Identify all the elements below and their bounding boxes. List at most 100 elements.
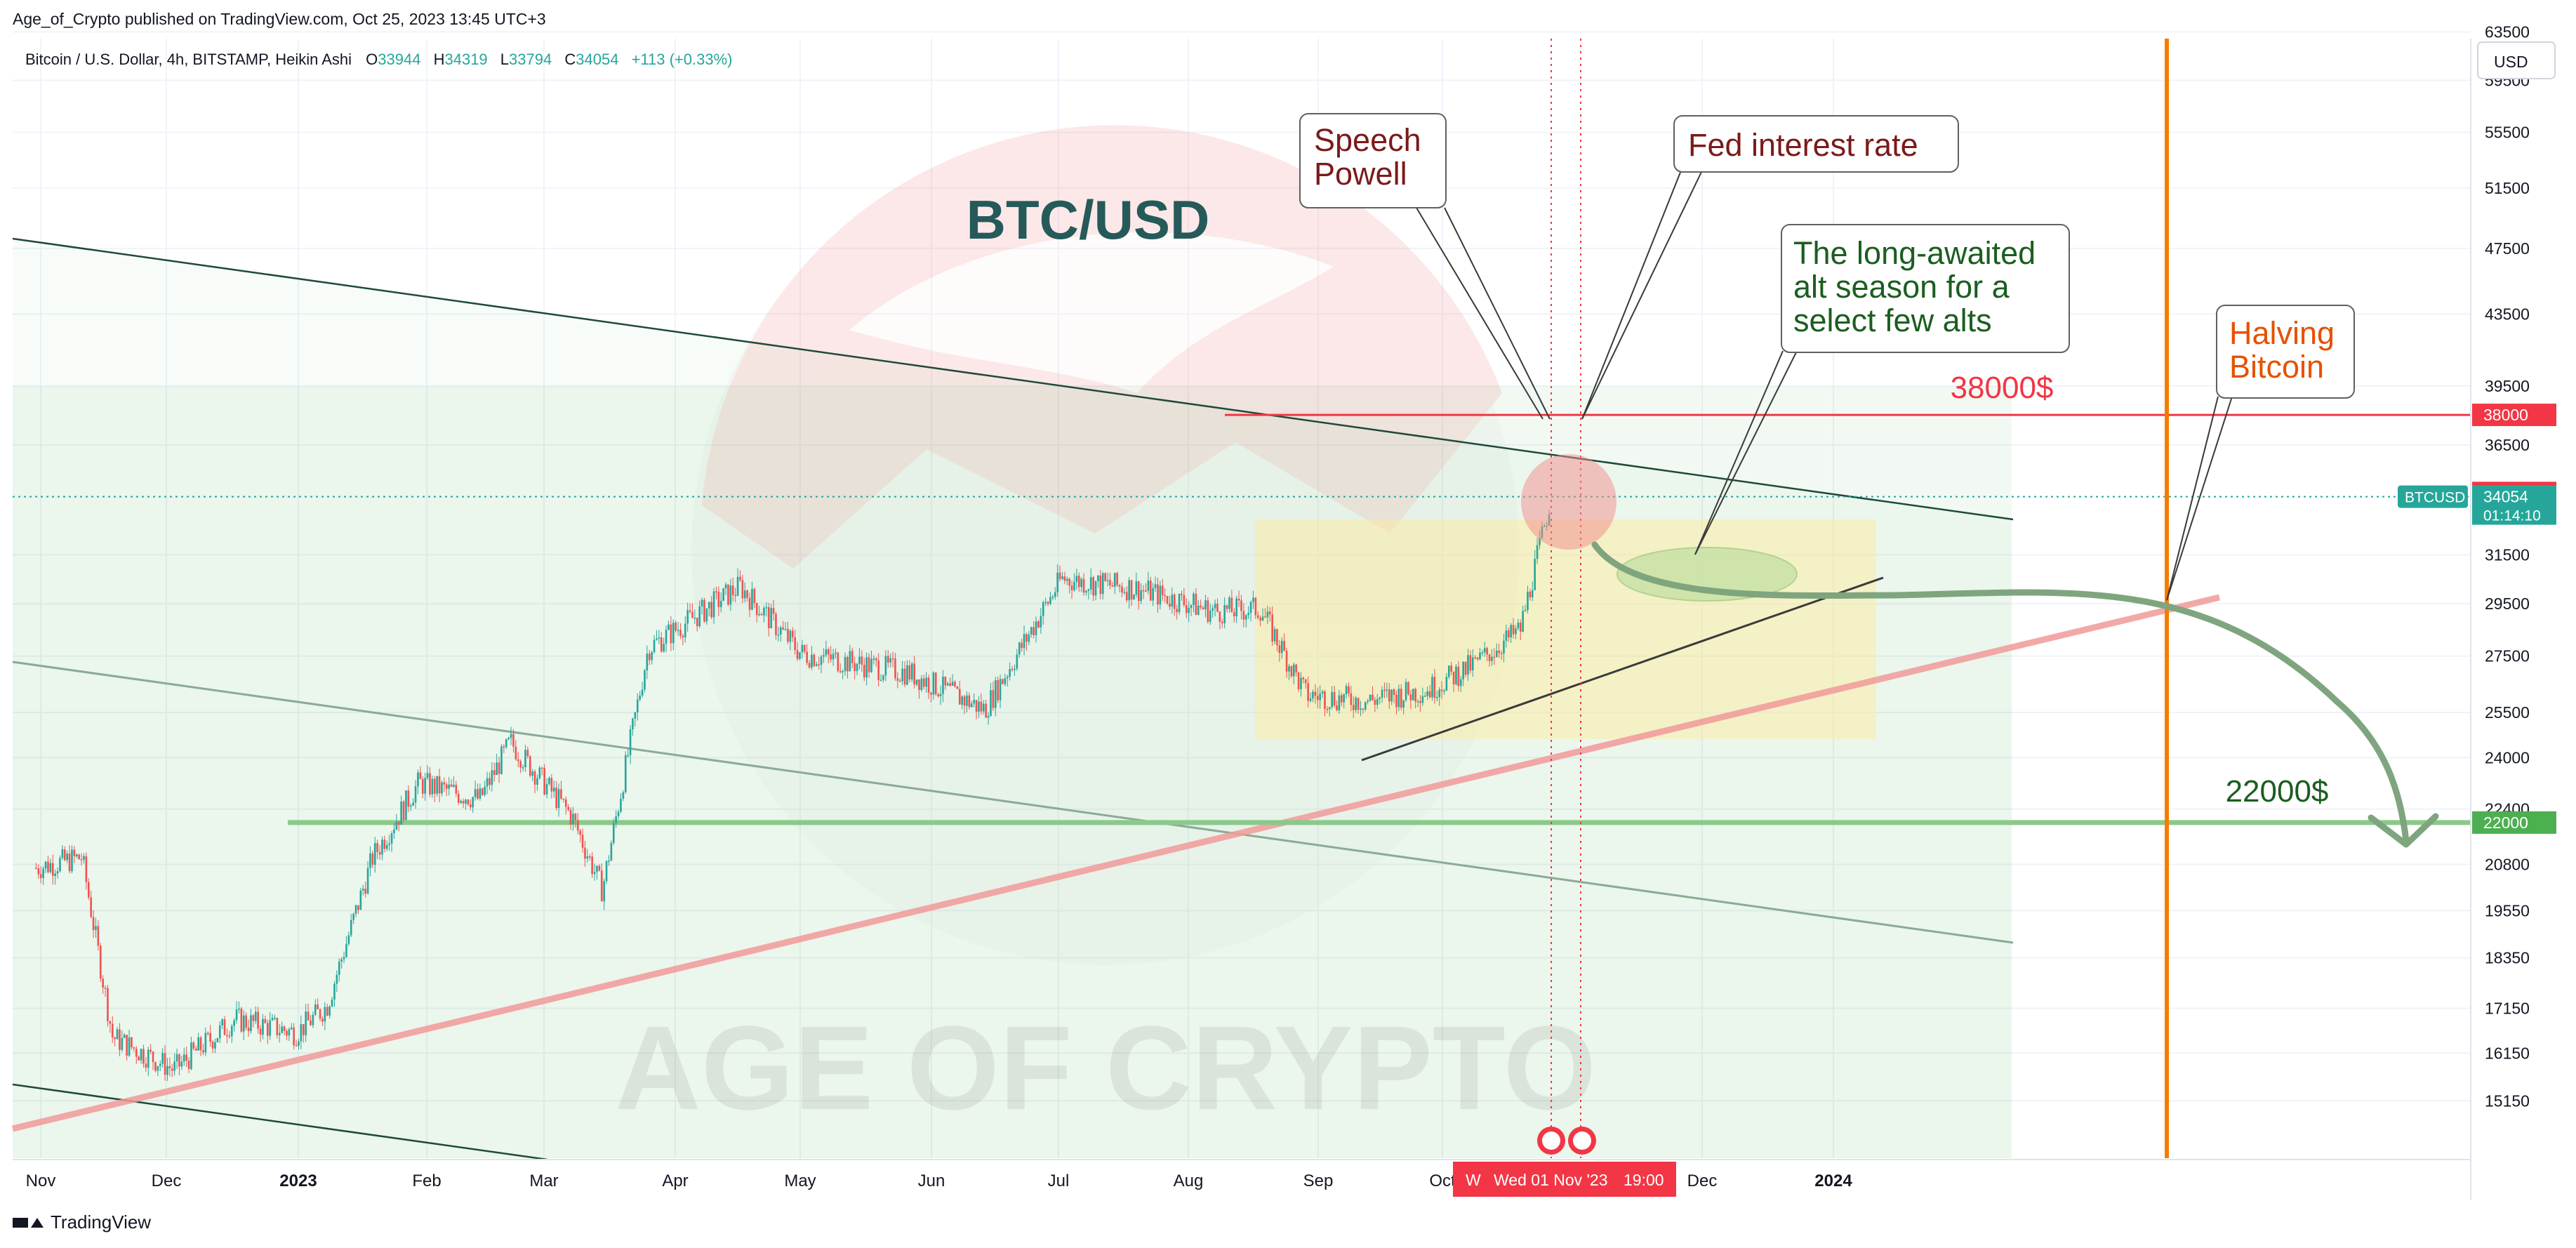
candle-body <box>832 653 835 660</box>
candle-body <box>1244 615 1247 620</box>
time-tick-label: Jul <box>1048 1171 1070 1190</box>
candle-body <box>233 1020 235 1026</box>
candle-body <box>1169 603 1171 607</box>
candle-body <box>605 861 608 882</box>
candle-body <box>903 668 906 685</box>
candle-body <box>887 656 889 663</box>
candle-body <box>496 762 498 776</box>
candle-body <box>1300 677 1302 689</box>
candle-body <box>116 1029 119 1040</box>
candle-body <box>1493 656 1496 658</box>
candle-body <box>298 1041 300 1046</box>
candle-body <box>748 597 751 610</box>
candle-body <box>202 1050 204 1053</box>
candle-body <box>827 649 830 655</box>
candle-body <box>891 658 894 660</box>
candle-body <box>133 1047 135 1049</box>
candle-body <box>1409 694 1412 701</box>
candle-body <box>242 1015 245 1032</box>
candle-body <box>596 865 598 872</box>
candle-body <box>1360 708 1362 710</box>
candle-body <box>92 917 95 931</box>
candle-body <box>359 890 362 910</box>
us-flag-icon[interactable] <box>1542 1131 1560 1150</box>
candle-body <box>755 603 758 616</box>
candle-body <box>1539 538 1541 545</box>
candle-body <box>696 618 698 627</box>
candle-body <box>290 1027 293 1030</box>
candle-body <box>319 1009 321 1019</box>
candle-body <box>835 652 837 654</box>
candle-body <box>462 801 465 804</box>
halving-callout: Halving Bitcoin <box>2166 305 2355 601</box>
candle-body <box>190 1042 192 1069</box>
candle-body <box>564 799 567 807</box>
candle-body <box>731 585 734 595</box>
candle-body <box>333 983 336 1000</box>
time-tick-label: Sep <box>1303 1171 1334 1190</box>
tradingview-brand[interactable]: TradingView <box>13 1212 151 1233</box>
candle-body <box>719 601 722 607</box>
candle-body <box>1092 577 1094 596</box>
candle-body <box>1431 677 1433 698</box>
candle-body <box>627 755 629 757</box>
candle-body <box>1035 621 1037 635</box>
candle-body <box>1221 621 1223 624</box>
candle-body <box>266 1023 269 1036</box>
price-axis[interactable]: 6350059500555005150047500435003950036500… <box>2485 22 2530 1110</box>
candle-body <box>1264 616 1266 618</box>
candle-body <box>228 1035 231 1037</box>
price-tick-label: 17150 <box>2485 1000 2530 1018</box>
candle-body <box>1157 584 1159 605</box>
candle-body <box>548 778 550 784</box>
candle-body <box>944 677 947 686</box>
candle-body <box>540 767 543 769</box>
rising-support-line <box>1361 576 1884 762</box>
candle-body <box>1426 691 1428 696</box>
candle-body <box>741 580 744 599</box>
candle-body <box>328 1006 331 1016</box>
candle-body <box>939 693 942 696</box>
candle-body <box>865 657 868 678</box>
candle-body <box>1352 705 1355 710</box>
candle-body <box>689 610 691 612</box>
candle-body <box>481 788 484 795</box>
candle-body <box>1044 602 1047 604</box>
candle-body <box>772 608 775 614</box>
candle-body <box>1142 590 1145 592</box>
candle-body <box>906 665 908 685</box>
candle-body <box>787 629 789 642</box>
candle-body <box>109 1021 112 1024</box>
us-flag-icon[interactable] <box>1573 1131 1591 1150</box>
low-label: L <box>500 51 509 68</box>
high-label: H <box>434 51 445 68</box>
candle-body <box>588 856 591 858</box>
alt-season-ellipse <box>1616 547 1798 602</box>
candle-body <box>1082 578 1085 593</box>
candle-body <box>1476 657 1479 660</box>
candle-body <box>1400 689 1402 708</box>
candle-body <box>1364 701 1367 710</box>
currency-box[interactable] <box>2477 41 2556 79</box>
economic-event-flags[interactable] <box>1537 1127 1596 1155</box>
candle-body <box>980 701 983 712</box>
price-badge-label: 34054 <box>2483 488 2528 506</box>
candle-body <box>729 585 732 605</box>
candle-body <box>889 658 891 663</box>
resistance-label: 38000$ <box>1951 371 2054 405</box>
candle-body <box>982 703 985 712</box>
price-tick-label: 24000 <box>2485 748 2530 766</box>
candle-body <box>1152 588 1154 601</box>
candle-body <box>946 683 949 686</box>
candle-body <box>1393 689 1395 696</box>
candle-body <box>1343 694 1345 703</box>
candle-body <box>779 628 782 635</box>
candle-body <box>1278 645 1281 653</box>
candle-body <box>966 695 968 706</box>
time-axis[interactable]: Nov Dec 2023 Feb Mar Apr May Jun Jul Aug Sep Oct Dec… <box>26 1171 1853 1190</box>
candle-body <box>42 868 44 878</box>
candle-body <box>1447 665 1450 677</box>
candle-body <box>1388 689 1390 702</box>
candle-body <box>1462 661 1464 679</box>
